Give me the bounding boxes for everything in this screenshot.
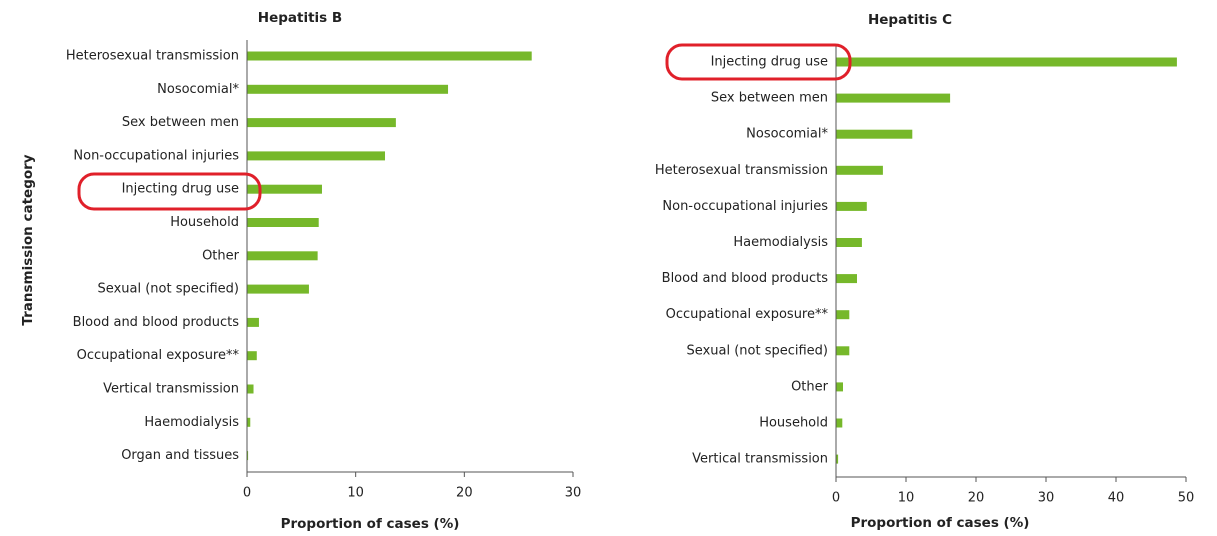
bar: [836, 382, 843, 392]
bar: [247, 451, 249, 461]
category-label: Household: [170, 215, 239, 230]
category-label: Non-occupational injuries: [73, 148, 239, 163]
x-tick-label: 20: [456, 486, 473, 501]
x-tick-label: 10: [898, 491, 915, 506]
category-label: Organ and tissues: [121, 448, 239, 463]
x-tick-label: 20: [968, 491, 985, 506]
x-tick-label: 40: [1108, 491, 1125, 506]
chart-title: Hepatitis B: [258, 10, 342, 26]
category-label: Other: [202, 248, 240, 263]
bar: [247, 284, 309, 294]
category-label: Other: [791, 379, 829, 394]
highlight: [77, 172, 262, 211]
category-label: Injecting drug use: [711, 55, 828, 70]
category-label: Haemodialysis: [733, 235, 828, 250]
bar: [247, 351, 257, 361]
category-label: Sexual (not specified): [98, 282, 239, 297]
category-label: Vertical transmission: [103, 382, 239, 397]
category-label: Nosocomial*: [746, 127, 828, 142]
category-label: Nosocomial*: [157, 82, 239, 97]
x-tick-label: 30: [565, 486, 582, 501]
category-label: Heterosexual transmission: [66, 49, 239, 64]
bar: [836, 418, 843, 428]
bar: [247, 84, 449, 94]
category-label: Household: [759, 416, 828, 431]
bar: [836, 346, 850, 356]
bar: [247, 184, 322, 194]
category-label: Sex between men: [711, 91, 828, 106]
x-tick-label: 0: [832, 491, 840, 506]
category-label: Injecting drug use: [122, 182, 239, 197]
x-axis-title: Proportion of cases (%): [851, 515, 1030, 531]
bar: [836, 454, 839, 464]
category-label: Heterosexual transmission: [655, 163, 828, 178]
x-tick-label: 10: [347, 486, 364, 501]
bar: [247, 317, 259, 327]
category-label: Blood and blood products: [73, 315, 240, 330]
x-tick-label: 50: [1178, 491, 1195, 506]
y-axis-title: Transmission category: [20, 154, 36, 325]
bar: [836, 310, 850, 320]
category-label: Sexual (not specified): [687, 343, 828, 358]
bar: [836, 201, 867, 211]
bar: [836, 57, 1177, 67]
bar: [836, 165, 883, 175]
bar: [247, 118, 396, 128]
category-label: Vertical transmission: [692, 452, 828, 467]
chart-title: Hepatitis C: [868, 12, 952, 28]
highlight: [665, 43, 852, 81]
x-tick-label: 0: [243, 486, 251, 501]
bar: [836, 274, 857, 284]
bar: [247, 251, 318, 261]
category-label: Haemodialysis: [144, 415, 239, 430]
bar: [247, 417, 251, 427]
bar: [247, 384, 254, 394]
bar: [836, 238, 862, 247]
category-label: Sex between men: [122, 115, 239, 130]
bar: [247, 218, 319, 227]
category-label: Blood and blood products: [662, 271, 829, 286]
bar: [247, 151, 386, 161]
bar: [836, 129, 913, 139]
x-axis-title: Proportion of cases (%): [281, 516, 460, 532]
category-label: Occupational exposure**: [666, 307, 829, 322]
bar: [836, 93, 951, 103]
category-label: Occupational exposure**: [77, 348, 240, 363]
bar: [247, 51, 532, 61]
x-tick-label: 30: [1038, 491, 1055, 506]
category-label: Non-occupational injuries: [662, 199, 828, 214]
